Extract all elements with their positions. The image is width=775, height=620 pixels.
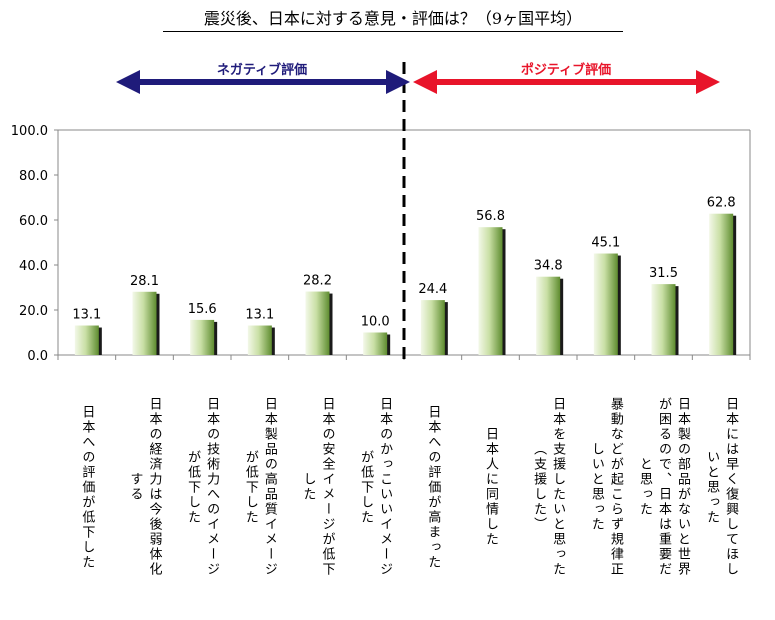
bar-value-label: 28.1 — [130, 274, 159, 289]
negative-label: ネガティブ評価 — [217, 62, 307, 78]
bar-value-label: 45.1 — [591, 236, 620, 251]
x-tick-label: 日本人に同情した — [483, 427, 498, 547]
bar-value-label: 34.8 — [534, 259, 563, 274]
x-tick-label: 日本への評価が低下した — [79, 404, 95, 570]
x-tick-label: 日本を支援したいと思った （支援した） — [531, 397, 566, 577]
bar — [74, 325, 99, 355]
x-tick-label: 日本の技術力へのイメージ が低下した — [185, 397, 220, 577]
y-tick-label: 40.0 — [19, 259, 48, 274]
bar — [305, 291, 330, 355]
bar — [420, 300, 445, 355]
bar-value-label: 10.0 — [361, 315, 390, 330]
bar — [190, 319, 215, 355]
y-tick-label: 0.0 — [27, 349, 48, 364]
x-tick-label: 日本の経済力は今後弱体化 する — [127, 397, 162, 577]
chart-title: 震災後、日本に対する意見・評価は？（9ヶ国平均） — [163, 8, 623, 32]
bar-value-label: 62.8 — [707, 196, 736, 211]
x-tick-label: 日本への評価が高まった — [425, 404, 441, 570]
bar — [478, 227, 503, 355]
y-tick-label: 60.0 — [19, 214, 48, 229]
bar-value-label: 13.1 — [72, 308, 101, 323]
bar — [536, 276, 561, 355]
bar-value-label: 28.2 — [303, 274, 332, 289]
bar-value-label: 56.8 — [476, 209, 505, 224]
x-tick-label: 日本の安全イメージが低下 した — [300, 397, 335, 577]
bar — [709, 213, 734, 355]
bar — [132, 291, 157, 355]
x-tick-label: 日本製品の高品質イメージ が低下した — [242, 397, 277, 577]
y-tick-label: 20.0 — [19, 304, 48, 319]
bar-value-label: 24.4 — [418, 282, 447, 297]
bar — [363, 332, 388, 355]
y-tick-label: 100.0 — [11, 124, 48, 139]
x-tick-label: 日本には早く復興してほし いと思った — [704, 397, 739, 577]
x-tick-label: 暴動などが起こらず規律正 しいと思った — [588, 397, 623, 577]
bar — [651, 284, 676, 355]
bar-value-label: 13.1 — [245, 308, 274, 323]
bar — [247, 325, 272, 355]
positive-label: ポジティブ評価 — [521, 62, 611, 78]
x-tick-label: 日本製の部品がないと世界 が困るので、日本は重要だ と思った — [637, 397, 690, 577]
x-tick-label: 日本のかっこいいイメージ が低下した — [358, 397, 393, 577]
bar — [593, 253, 618, 355]
bar-value-label: 15.6 — [188, 302, 217, 317]
y-tick-label: 80.0 — [19, 169, 48, 184]
bar-value-label: 31.5 — [649, 266, 678, 281]
